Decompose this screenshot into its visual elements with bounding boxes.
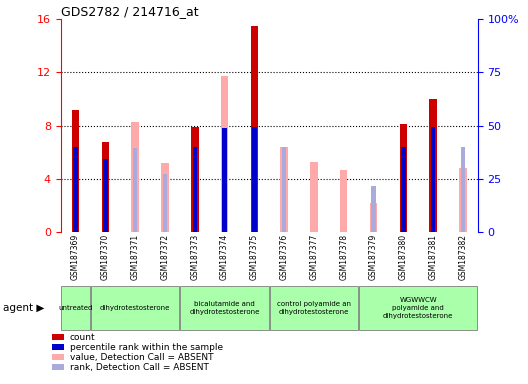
Text: GSM187376: GSM187376 [280, 234, 289, 280]
FancyBboxPatch shape [61, 286, 90, 330]
Bar [370, 203, 378, 232]
Bar [52, 344, 64, 350]
FancyBboxPatch shape [181, 286, 269, 330]
Text: GSM187371: GSM187371 [131, 234, 140, 280]
Bar [401, 147, 406, 232]
Bar [52, 364, 64, 370]
Bar [429, 99, 437, 232]
Bar [73, 147, 78, 232]
Text: GSM187369: GSM187369 [71, 234, 80, 280]
Bar [252, 127, 257, 232]
Bar [340, 170, 347, 232]
Text: percentile rank within the sample: percentile rank within the sample [70, 343, 223, 352]
Text: agent ▶: agent ▶ [3, 303, 44, 313]
Text: dihydrotestosterone: dihydrotestosterone [100, 305, 171, 311]
Bar [193, 147, 197, 232]
FancyBboxPatch shape [91, 286, 180, 330]
Text: value, Detection Call = ABSENT: value, Detection Call = ABSENT [70, 353, 213, 362]
Bar [191, 127, 199, 232]
Bar [52, 354, 64, 360]
Bar [52, 334, 64, 340]
Text: WGWWCW
polyamide and
dihydrotestosterone: WGWWCW polyamide and dihydrotestosterone [383, 297, 454, 319]
Bar [222, 147, 227, 232]
Bar [133, 148, 137, 232]
Bar [72, 110, 79, 232]
FancyBboxPatch shape [359, 286, 477, 330]
Text: rank, Detection Call = ABSENT: rank, Detection Call = ABSENT [70, 363, 209, 372]
Bar [310, 162, 318, 232]
Bar [222, 128, 227, 232]
FancyBboxPatch shape [270, 286, 358, 330]
Bar [400, 124, 407, 232]
Text: GSM187381: GSM187381 [429, 234, 438, 280]
Text: GDS2782 / 214716_at: GDS2782 / 214716_at [61, 5, 199, 18]
Bar [131, 122, 139, 232]
Text: bicalutamide and
dihydrotestosterone: bicalutamide and dihydrotestosterone [190, 301, 260, 315]
Text: GSM187372: GSM187372 [161, 234, 169, 280]
Text: GSM187370: GSM187370 [101, 234, 110, 280]
Bar [251, 26, 258, 232]
Bar [221, 76, 228, 232]
Bar [282, 147, 286, 232]
Text: count: count [70, 333, 95, 342]
Bar [431, 127, 436, 232]
Text: GSM187374: GSM187374 [220, 234, 229, 280]
Bar [102, 142, 109, 232]
Bar [461, 147, 465, 232]
Bar [371, 186, 376, 232]
Bar [103, 159, 108, 232]
Text: untreated: untreated [59, 305, 93, 311]
Text: GSM187373: GSM187373 [190, 234, 199, 280]
Text: GSM187377: GSM187377 [309, 234, 318, 280]
Text: control polyamide an
dihydrotestosterone: control polyamide an dihydrotestosterone [277, 301, 351, 315]
Bar [161, 163, 169, 232]
Text: GSM187379: GSM187379 [369, 234, 378, 280]
Bar [163, 174, 167, 232]
Bar [459, 169, 467, 232]
Bar [280, 147, 288, 232]
Text: GSM187375: GSM187375 [250, 234, 259, 280]
Text: GSM187378: GSM187378 [340, 234, 348, 280]
Text: GSM187380: GSM187380 [399, 234, 408, 280]
Text: GSM187382: GSM187382 [458, 234, 467, 280]
